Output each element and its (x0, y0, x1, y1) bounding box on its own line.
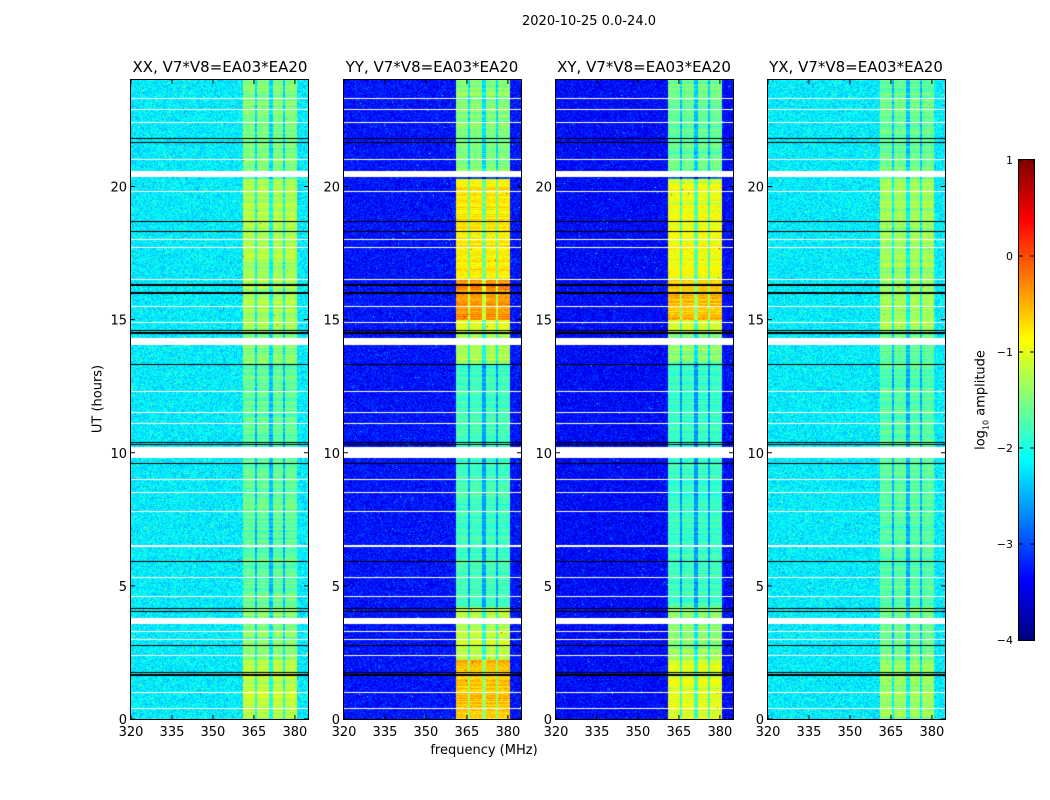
spectrogram-yy (344, 80, 521, 719)
y-tick-label: 5 (544, 580, 552, 595)
colorbar-label-rest: amplitude (973, 350, 989, 420)
x-tick-label: 320 (119, 725, 144, 740)
x-tick-label: 365 (455, 725, 480, 740)
x-tick-label: 380 (919, 725, 944, 740)
x-tick-label: 335 (160, 725, 185, 740)
y-tick-label: 0 (544, 713, 552, 728)
spectrogram-xx (131, 80, 308, 719)
y-tick-label: 20 (110, 181, 127, 196)
x-tick-label: 350 (414, 725, 439, 740)
x-tick-label: 335 (373, 725, 398, 740)
x-tick-label: 365 (667, 725, 692, 740)
colorbar-tick-label: −2 (997, 442, 1013, 455)
colorbar-label-main: log (973, 430, 989, 450)
colorbar-frame (1018, 159, 1035, 641)
colorbar-tick-label: 0 (1006, 250, 1013, 263)
y-tick-label: 20 (747, 181, 764, 196)
x-tick-label: 350 (838, 725, 863, 740)
x-tick-label: 350 (626, 725, 651, 740)
y-tick-label: 15 (110, 314, 127, 329)
panel-title-yx: YX, V7*V8=EA03*EA20 (769, 58, 943, 76)
colorbar-label: log10 amplitude (974, 350, 991, 450)
y-tick-label: 10 (535, 447, 552, 462)
panel-frame (767, 79, 946, 720)
panel-title-xy: XY, V7*V8=EA03*EA20 (557, 58, 731, 76)
x-tick-label: 365 (242, 725, 267, 740)
y-tick-label: 15 (747, 314, 764, 329)
y-tick-label: 20 (323, 181, 340, 196)
x-tick-label: 380 (495, 725, 520, 740)
spectrogram-yx (768, 80, 945, 719)
panel-frame (343, 79, 522, 720)
colorbar-tick-label: −4 (997, 634, 1013, 647)
x-tick-label: 350 (201, 725, 226, 740)
y-axis-label: UT (hours) (90, 364, 106, 434)
y-tick-label: 10 (323, 447, 340, 462)
colorbar-tick-label: −1 (997, 346, 1013, 359)
y-tick-label: 5 (332, 580, 340, 595)
y-tick-label: 0 (332, 713, 340, 728)
x-tick-label: 320 (544, 725, 569, 740)
x-tick-label: 380 (282, 725, 307, 740)
y-tick-label: 15 (323, 314, 340, 329)
x-tick-label: 335 (797, 725, 822, 740)
y-tick-label: 15 (535, 314, 552, 329)
y-tick-label: 10 (747, 447, 764, 462)
x-tick-label: 335 (585, 725, 610, 740)
colorbar-tick-label: 1 (1006, 154, 1013, 167)
y-tick-label: 5 (119, 580, 127, 595)
figure-title: 2020-10-25 0.0-24.0 (522, 14, 656, 29)
y-tick-label: 10 (110, 447, 127, 462)
colorbar-label-sub: 10 (981, 419, 991, 431)
y-tick-label: 0 (119, 713, 127, 728)
colorbar (1019, 160, 1034, 640)
colorbar-tick-label: −3 (997, 538, 1013, 551)
y-tick-label: 0 (756, 713, 764, 728)
panel-frame (130, 79, 309, 720)
y-tick-label: 20 (535, 181, 552, 196)
x-axis-label: frequency (MHz) (430, 743, 538, 758)
x-tick-label: 380 (707, 725, 732, 740)
x-tick-label: 320 (756, 725, 781, 740)
y-tick-label: 5 (756, 580, 764, 595)
spectrogram-xy (556, 80, 733, 719)
x-tick-label: 365 (879, 725, 904, 740)
panel-title-yy: YY, V7*V8=EA03*EA20 (345, 58, 519, 76)
panel-title-xx: XX, V7*V8=EA03*EA20 (132, 58, 308, 76)
x-tick-label: 320 (332, 725, 357, 740)
panel-frame (555, 79, 734, 720)
